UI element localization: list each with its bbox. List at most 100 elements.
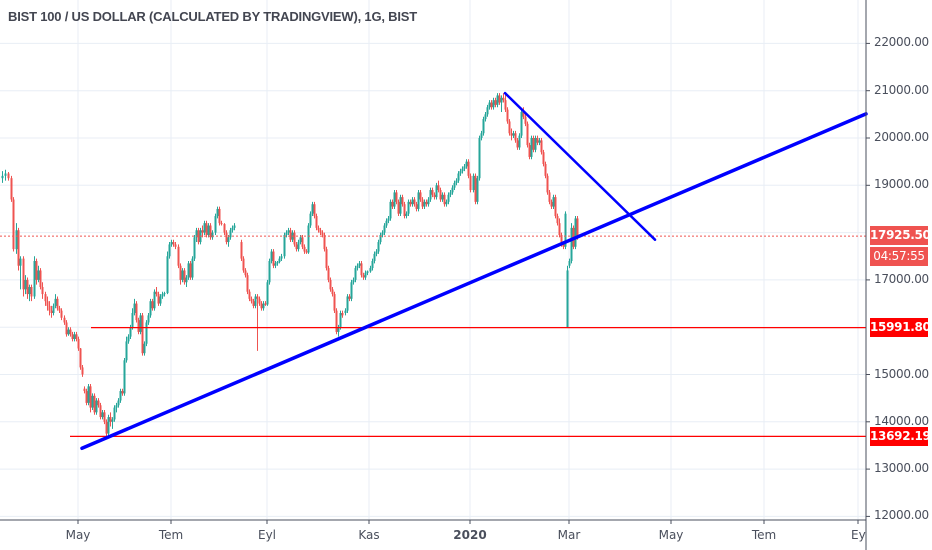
candle (379, 232, 382, 245)
candle (93, 393, 96, 415)
candle (231, 225, 234, 233)
candle (240, 239, 243, 261)
candle (346, 294, 349, 314)
candle (305, 249, 308, 254)
candle (358, 260, 361, 269)
candle (538, 138, 541, 146)
trendlines[interactable] (80, 91, 868, 451)
candle (179, 263, 182, 285)
candle (91, 393, 94, 410)
candle (123, 357, 126, 396)
candle (205, 220, 208, 238)
candle (439, 187, 442, 202)
candle (46, 296, 49, 311)
candle (220, 220, 223, 226)
candle (455, 178, 458, 186)
candle (107, 414, 110, 437)
candle (433, 192, 436, 200)
candle (81, 365, 84, 377)
time-tick-label: Mar (557, 528, 581, 542)
candle (425, 199, 428, 207)
candle (276, 260, 279, 266)
candle (272, 249, 275, 269)
candle (512, 130, 515, 138)
candle (28, 284, 31, 302)
candle (377, 239, 380, 254)
candlestick-series[interactable] (1, 93, 579, 437)
time-tick-label: May (658, 528, 684, 542)
candle (151, 298, 154, 311)
price-tick-label: 20000.00 (874, 130, 929, 144)
candle (172, 239, 175, 247)
candle (283, 232, 286, 259)
candle (558, 218, 561, 238)
candle (227, 234, 230, 247)
candle (157, 291, 160, 306)
candle (125, 336, 128, 363)
candle (339, 310, 342, 330)
candle (486, 104, 489, 117)
candle (301, 234, 304, 250)
candle (54, 294, 57, 309)
candle (484, 111, 487, 122)
candle (550, 199, 553, 209)
candle (254, 294, 257, 309)
candle (536, 135, 539, 146)
candle (248, 289, 251, 302)
candle (242, 256, 245, 273)
candle (67, 327, 70, 336)
candle (333, 291, 336, 314)
candle (214, 213, 217, 235)
candle (352, 277, 355, 285)
candle (73, 331, 76, 342)
candle (268, 258, 271, 285)
candle (39, 268, 42, 290)
candle (417, 190, 420, 212)
candle (459, 168, 462, 176)
candle (371, 258, 374, 271)
candle (532, 135, 535, 153)
candle (303, 244, 306, 254)
rising-trendline[interactable] (80, 112, 868, 451)
candle (35, 258, 38, 285)
level-13692-label: 13692.19 (870, 427, 931, 446)
candle (24, 275, 27, 295)
candle (117, 398, 120, 408)
candle (147, 313, 150, 325)
candle (494, 97, 497, 108)
candle (127, 334, 130, 344)
candle (287, 227, 290, 235)
candle (524, 114, 527, 127)
time-tick-label: Tem (158, 528, 184, 542)
candle (415, 201, 418, 212)
falling-trendline[interactable] (503, 91, 657, 241)
candle (105, 419, 108, 436)
candle (183, 268, 186, 285)
candle (375, 249, 378, 257)
price-tick-label: 17000.00 (874, 271, 929, 286)
candle (461, 166, 464, 174)
candle (362, 272, 365, 280)
candle (258, 296, 261, 306)
candle (463, 164, 466, 172)
candle (445, 199, 448, 207)
candle (17, 227, 20, 271)
horizontal-levels[interactable] (0, 235, 866, 437)
candle (69, 327, 72, 337)
candle (413, 197, 416, 207)
candle (496, 93, 499, 108)
candle (331, 286, 334, 297)
candle (311, 201, 314, 217)
candle (274, 260, 277, 269)
candle (526, 121, 529, 148)
last-price-label: 17925.50 (870, 226, 931, 245)
candle (244, 268, 247, 278)
candle (89, 383, 92, 413)
candle (354, 265, 357, 283)
candle (293, 230, 296, 247)
candle (7, 172, 10, 181)
candle (500, 95, 503, 112)
candle (423, 199, 426, 209)
